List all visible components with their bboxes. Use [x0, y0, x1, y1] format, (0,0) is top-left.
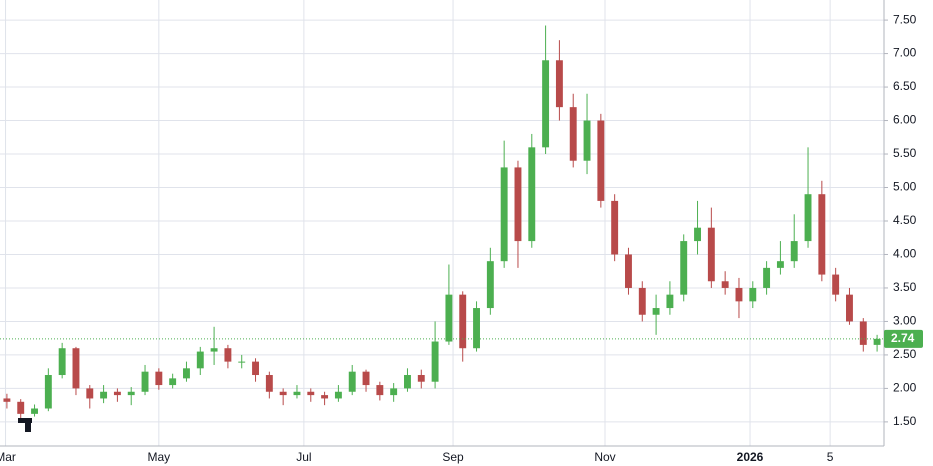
candle-body: [804, 194, 812, 242]
y-tick-label: 2.00: [893, 381, 917, 395]
last-price-tag: [884, 329, 923, 348]
candle-body: [790, 241, 798, 262]
y-tick-label: 1.50: [893, 414, 917, 428]
candle-body: [652, 308, 660, 315]
candle-body: [348, 371, 356, 392]
candle-body: [252, 361, 259, 376]
x-tick-label: Mar: [0, 450, 16, 464]
candle-body: [555, 60, 563, 108]
candle-body: [72, 348, 80, 389]
y-tick-label: 7.00: [893, 46, 917, 60]
candle-body: [376, 385, 384, 396]
candle-body: [694, 227, 701, 242]
candle-body: [514, 167, 522, 242]
candle-body: [3, 398, 11, 402]
logo-stem: [25, 418, 31, 432]
candle-body: [265, 375, 273, 392]
candle-body: [58, 348, 66, 376]
candle-body: [141, 371, 149, 392]
candle-body: [445, 294, 453, 342]
candle-body: [334, 391, 342, 399]
y-tick-label: 5.50: [893, 146, 917, 160]
candle-body: [279, 391, 287, 396]
candle-body: [44, 375, 52, 409]
candle-body: [417, 375, 425, 382]
candle-body: [362, 371, 370, 386]
candle-body: [473, 308, 480, 349]
candle-body: [873, 338, 881, 345]
candle-body: [390, 388, 398, 396]
candle-body: [625, 254, 632, 288]
candle-body: [113, 391, 121, 396]
candle-body: [611, 200, 619, 255]
x-tick-label: Nov: [594, 450, 615, 464]
y-tick-label: 3.00: [893, 314, 917, 328]
candle-body: [183, 368, 190, 379]
candle-body: [238, 361, 246, 363]
candle-body: [749, 287, 757, 302]
candle-body: [224, 348, 232, 362]
candle-body: [155, 371, 163, 386]
candle-body: [707, 227, 715, 282]
candle-body: [210, 348, 218, 352]
x-tick-label: Sep: [442, 450, 464, 464]
y-tick-label: 6.50: [893, 79, 917, 93]
y-tick-label: 6.00: [893, 113, 917, 127]
candle-body: [846, 294, 853, 322]
candle-body: [431, 341, 439, 382]
candle-body: [459, 294, 467, 349]
candle-body: [127, 391, 135, 396]
candle-body: [486, 261, 494, 309]
y-tick-label: 4.00: [893, 247, 917, 261]
candle-body: [500, 167, 508, 262]
candle-body: [818, 194, 826, 275]
candle-body: [404, 375, 411, 389]
candle-body: [763, 267, 771, 288]
candle-body: [597, 120, 605, 201]
candle-body: [17, 401, 25, 414]
candle-body: [735, 287, 743, 302]
candle-body: [680, 241, 688, 295]
candle-body: [86, 388, 94, 399]
x-tick-label: 5: [827, 450, 834, 464]
x-tick-label: 2026: [737, 450, 764, 464]
candle-body: [583, 120, 591, 161]
candle-body: [776, 261, 784, 268]
y-tick-label: 5.00: [893, 180, 917, 194]
candle-body: [859, 321, 867, 345]
candle-body: [721, 281, 729, 288]
y-tick-label: 4.50: [893, 213, 917, 227]
candle-body: [542, 60, 550, 148]
candle-body: [832, 274, 840, 295]
candle-body: [638, 287, 646, 315]
candle-body: [321, 395, 329, 399]
candle-body: [528, 147, 536, 242]
x-tick-label: Jul: [296, 450, 311, 464]
y-tick-label: 3.50: [893, 280, 917, 294]
candle-body: [666, 294, 674, 309]
candle-body: [293, 391, 301, 396]
y-tick-label: 7.50: [893, 12, 917, 26]
candle-body: [307, 391, 315, 396]
last-price-label: 2.74: [891, 331, 915, 345]
candle-body: [196, 351, 204, 369]
x-tick-label: May: [148, 450, 171, 464]
candle-body: [569, 107, 577, 161]
y-tick-label: 2.50: [893, 347, 917, 361]
candle-body: [31, 408, 38, 414]
logo: [18, 418, 32, 432]
candle-body: [100, 391, 108, 399]
candles: [3, 25, 881, 422]
candle-body: [169, 378, 177, 386]
grid: [0, 0, 884, 446]
